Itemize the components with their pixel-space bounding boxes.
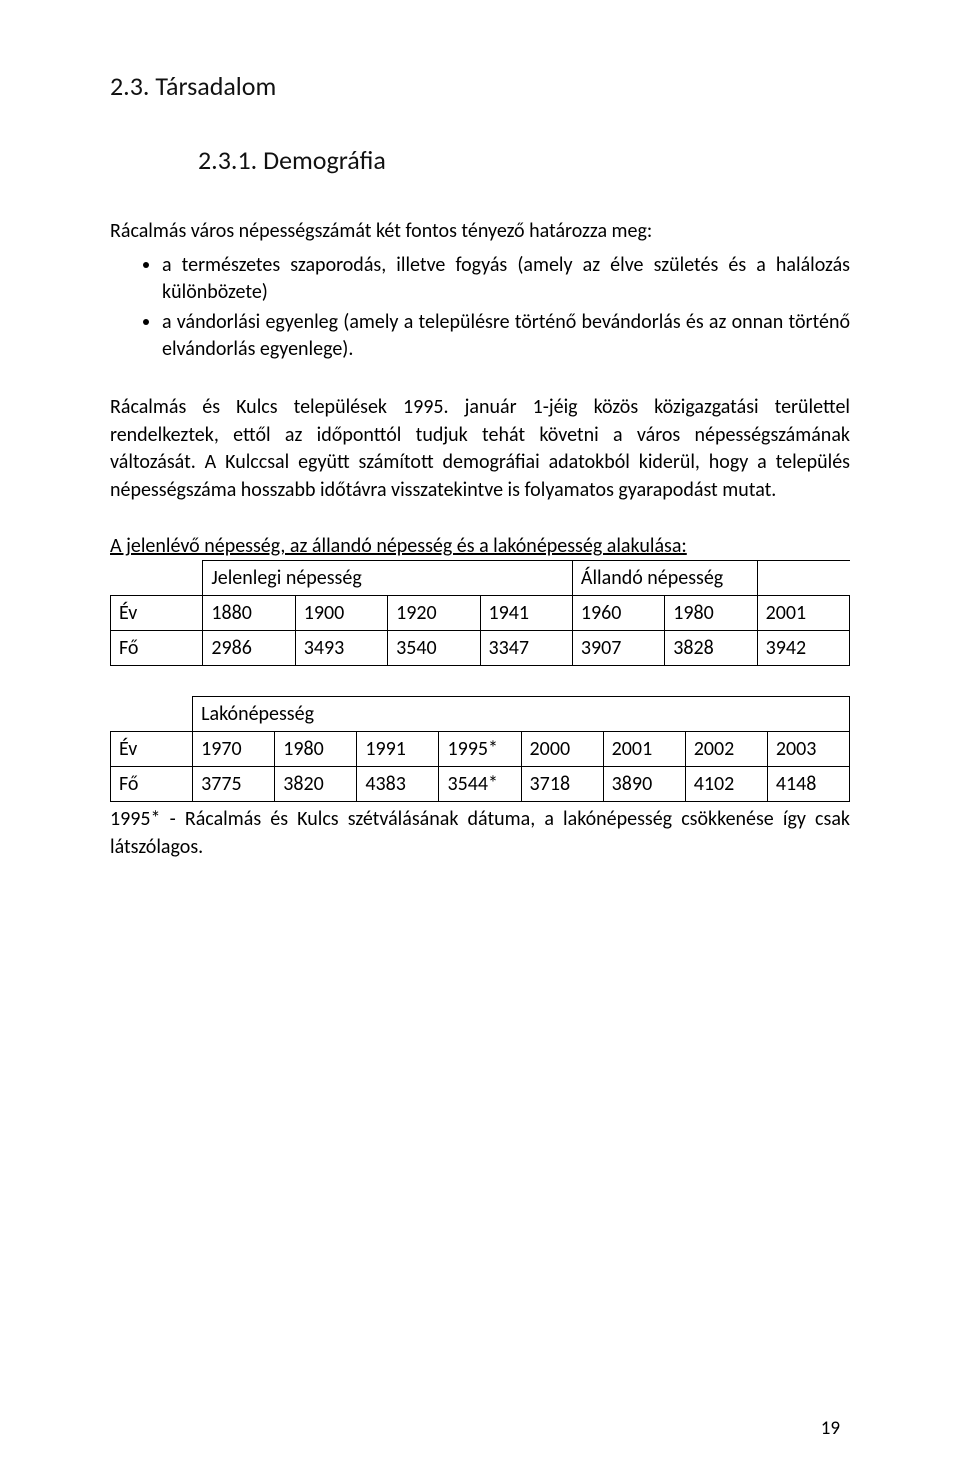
table-cell-blank (111, 697, 193, 732)
table-cell: 2001 (757, 596, 849, 631)
footnote: 1995* - Rácalmás és Kulcs szétválásának … (110, 806, 850, 861)
intro-paragraph: Rácalmás város népességszámát két fontos… (110, 218, 850, 246)
table-cell: 3942 (757, 631, 849, 666)
table-cell: 3544* (439, 767, 521, 802)
table-cell: 3890 (603, 767, 685, 802)
heading-2: 2.3.1. Demográfia (198, 144, 850, 176)
table-cell-blank (111, 561, 203, 596)
table-cell: 4148 (767, 767, 849, 802)
row-label-year: Év (111, 596, 203, 631)
table-cell: 1900 (295, 596, 387, 631)
table-cell: 3907 (572, 631, 664, 666)
bullet-list: a természetes szaporodás, illetve fogyás… (110, 252, 850, 364)
table-cell: 1970 (193, 732, 275, 767)
population-table-2: Lakónépesség Év 1970 1980 1991 1995* 200… (110, 696, 850, 802)
table-cell: 3820 (275, 767, 357, 802)
row-label-count: Fő (111, 631, 203, 666)
table-cell: 1880 (203, 596, 295, 631)
body-paragraph: Rácalmás és Kulcs települések 1995. janu… (110, 394, 850, 504)
table-cell: 2000 (521, 732, 603, 767)
table-cell: 3718 (521, 767, 603, 802)
table-cell: 4383 (357, 767, 439, 802)
table-cell: 2001 (603, 732, 685, 767)
table-cell: 1995* (439, 732, 521, 767)
table-header: Lakónépesség (193, 697, 850, 732)
table-cell: 2986 (203, 631, 295, 666)
table-caption: A jelenlévő népesség, az állandó népessé… (110, 534, 850, 558)
table-cell: 3347 (480, 631, 572, 666)
row-label-count: Fő (111, 767, 193, 802)
table-cell: 4102 (685, 767, 767, 802)
population-table-1: Jelenlegi népesség Állandó népesség Év 1… (110, 560, 850, 666)
table-cell: 3540 (388, 631, 480, 666)
table-cell: 3775 (193, 767, 275, 802)
heading-1: 2.3. Társadalom (110, 70, 850, 102)
table-cell: 1991 (357, 732, 439, 767)
row-label-year: Év (111, 732, 193, 767)
table-cell: 1980 (665, 596, 757, 631)
table-cell: 2003 (767, 732, 849, 767)
table-header-right: Állandó népesség (572, 561, 757, 596)
table-cell-blank (757, 561, 849, 596)
table-cell: 1941 (480, 596, 572, 631)
page-number: 19 (821, 1417, 840, 1440)
table-cell: 3493 (295, 631, 387, 666)
list-item: a természetes szaporodás, illetve fogyás… (162, 252, 850, 307)
table-cell: 3828 (665, 631, 757, 666)
table-cell: 1980 (275, 732, 357, 767)
list-item: a vándorlási egyenleg (amely a település… (162, 309, 850, 364)
table-cell: 1960 (572, 596, 664, 631)
table-cell: 1920 (388, 596, 480, 631)
table-header-left: Jelenlegi népesség (203, 561, 573, 596)
table-cell: 2002 (685, 732, 767, 767)
